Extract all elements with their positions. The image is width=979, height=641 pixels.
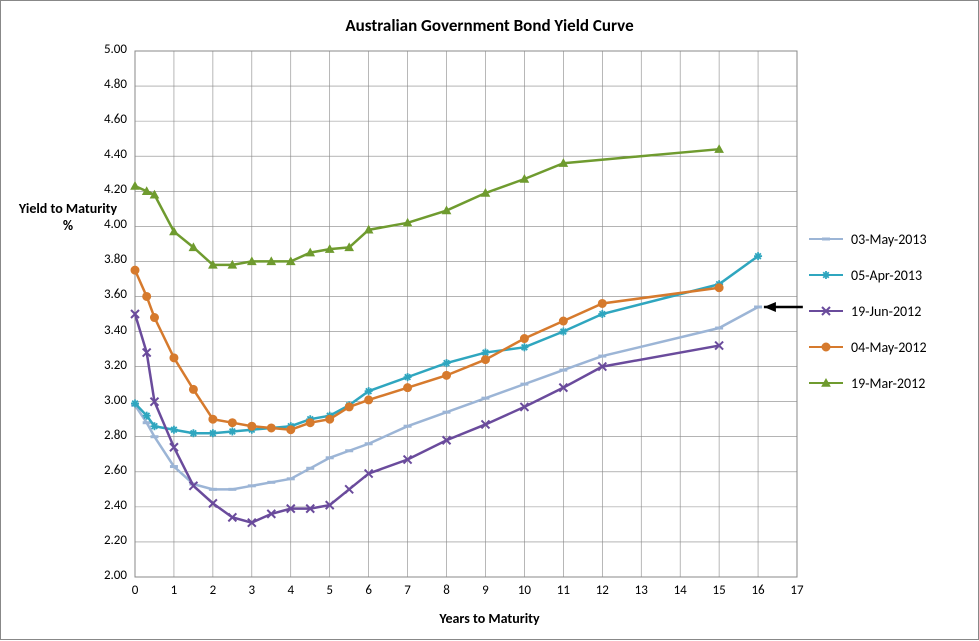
ytick-label: 2.20 xyxy=(104,533,127,548)
xtick-label: 16 xyxy=(750,583,766,598)
chart-container: Australian Government Bond Yield Curve Y… xyxy=(0,0,979,640)
series xyxy=(131,145,723,268)
xtick-label: 15 xyxy=(711,583,727,598)
ytick-label: 2.00 xyxy=(104,568,127,583)
xtick-label: 5 xyxy=(322,583,338,598)
plot-border xyxy=(135,51,797,577)
ytick-label: 2.80 xyxy=(104,428,127,443)
legend-swatch xyxy=(809,274,843,277)
legend-label: 05-Apr-2013 xyxy=(851,267,922,284)
legend-item: 04-May-2012 xyxy=(809,329,927,365)
xtick-label: 8 xyxy=(439,583,455,598)
ytick-label: 5.00 xyxy=(104,42,127,57)
xtick-label: 7 xyxy=(400,583,416,598)
xtick-label: 14 xyxy=(672,583,688,598)
legend-label: 04-May-2012 xyxy=(851,339,927,356)
xtick-label: 2 xyxy=(205,583,221,598)
legend: 03-May-2013 05-Apr-2013 19-Jun-2012 04-May-… xyxy=(809,221,927,401)
legend-swatch xyxy=(809,238,843,241)
ytick-label: 3.80 xyxy=(104,252,127,267)
legend-label: 19-Jun-2012 xyxy=(851,303,921,320)
xtick-label: 17 xyxy=(789,583,805,598)
legend-item: 05-Apr-2013 xyxy=(809,257,927,293)
xtick-label: 6 xyxy=(361,583,377,598)
xtick-label: 12 xyxy=(594,583,610,598)
legend-label: 03-May-2013 xyxy=(851,231,927,248)
xtick-label: 0 xyxy=(127,583,143,598)
ytick-label: 3.00 xyxy=(104,393,127,408)
ytick-label: 3.60 xyxy=(104,287,127,302)
xtick-label: 13 xyxy=(633,583,649,598)
xtick-label: 9 xyxy=(477,583,493,598)
legend-swatch xyxy=(809,346,843,349)
legend-label: 19-Mar-2012 xyxy=(851,375,925,392)
xtick-label: 11 xyxy=(555,583,571,598)
xtick-label: 4 xyxy=(283,583,299,598)
xtick-label: 3 xyxy=(244,583,260,598)
legend-swatch xyxy=(809,382,843,385)
ytick-label: 4.40 xyxy=(104,147,127,162)
ytick-label: 3.20 xyxy=(104,358,127,373)
legend-swatch xyxy=(809,310,843,313)
ytick-label: 4.00 xyxy=(104,217,127,232)
legend-item: 19-Mar-2012 xyxy=(809,365,927,401)
ytick-label: 4.20 xyxy=(104,182,127,197)
xtick-label: 10 xyxy=(516,583,532,598)
ytick-label: 2.40 xyxy=(104,498,127,513)
xtick-label: 1 xyxy=(166,583,182,598)
legend-item: 19-Jun-2012 xyxy=(809,293,927,329)
ytick-label: 3.40 xyxy=(104,323,127,338)
series xyxy=(131,266,723,434)
ytick-label: 4.60 xyxy=(104,112,127,127)
ytick-label: 4.80 xyxy=(104,77,127,92)
ytick-label: 2.60 xyxy=(104,463,127,478)
legend-item: 03-May-2013 xyxy=(809,221,927,257)
